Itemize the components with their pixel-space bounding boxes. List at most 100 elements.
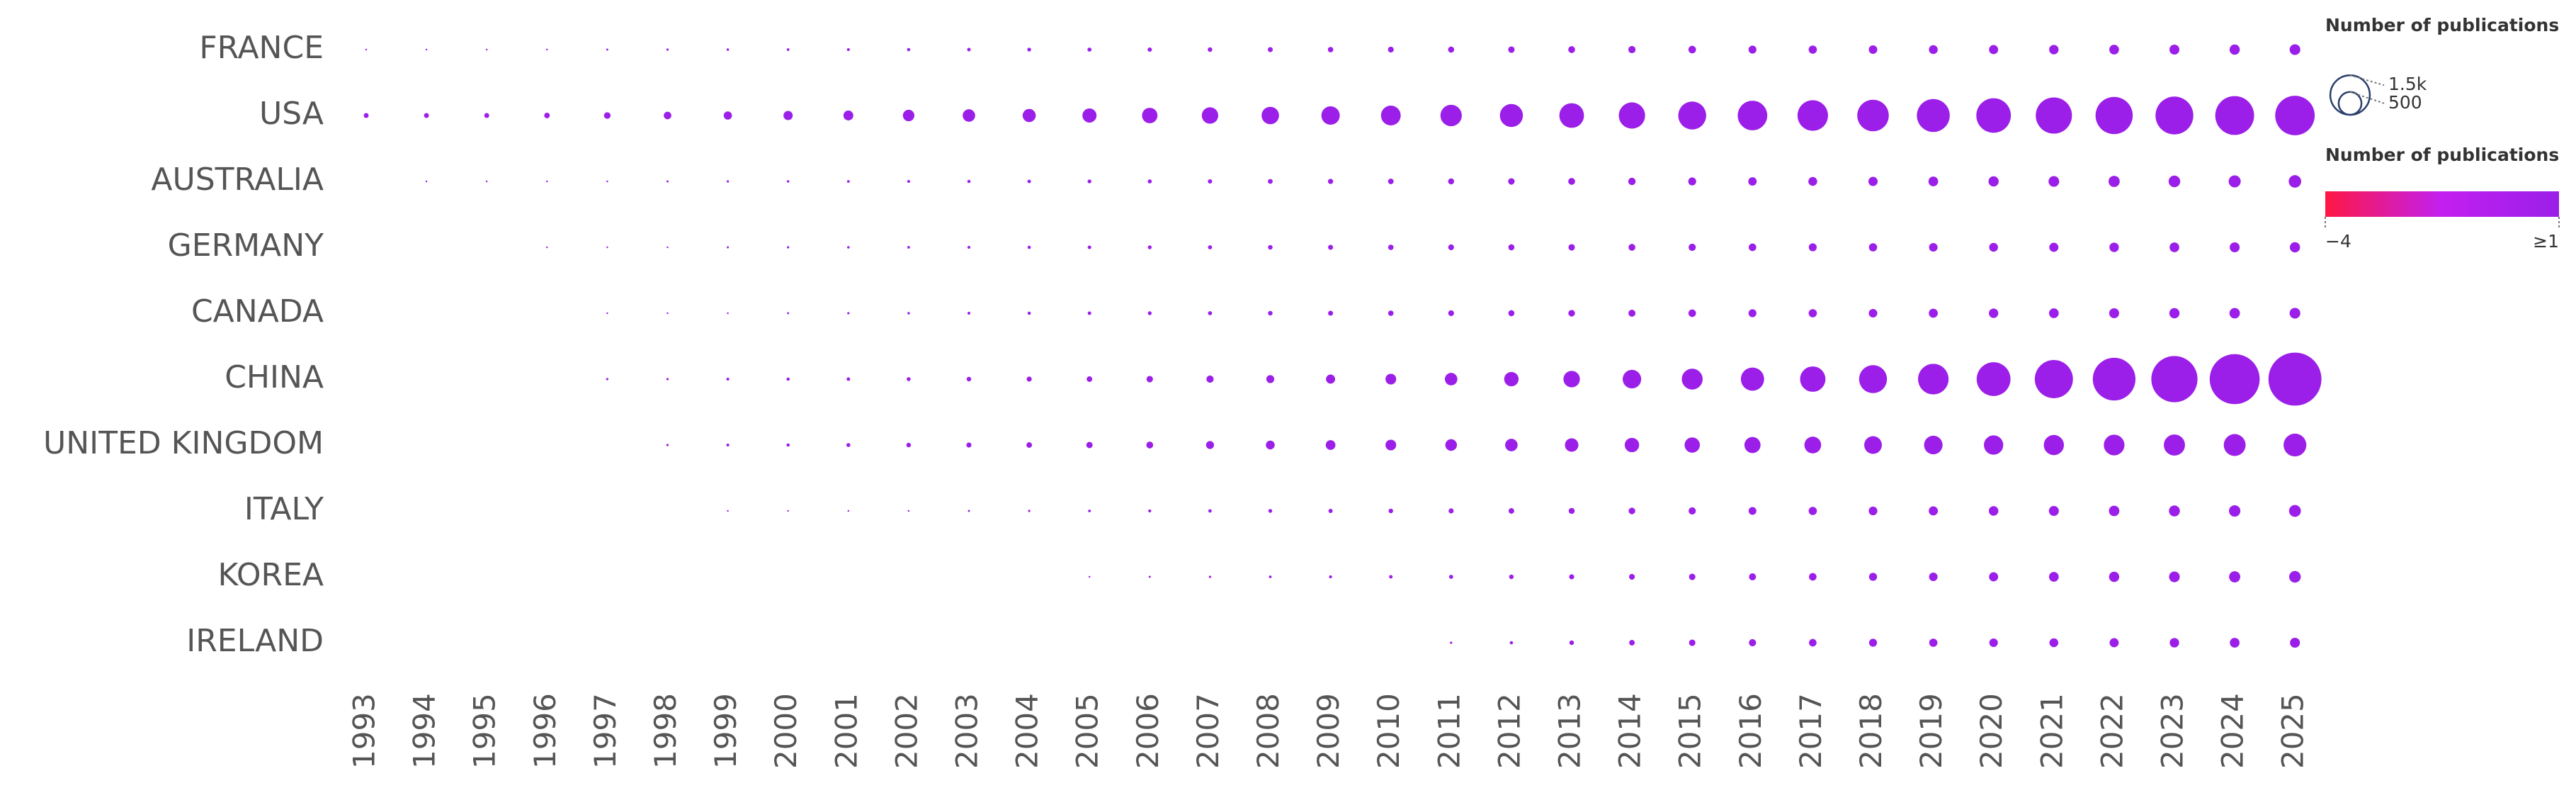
- bubble: [847, 246, 850, 249]
- bubble: [1268, 509, 1273, 513]
- bubble: [1628, 244, 1635, 251]
- y-tick-label: AUSTRALIA: [151, 162, 324, 198]
- bubble: [1976, 362, 2011, 396]
- bubble: [1689, 639, 1696, 646]
- bubble: [1618, 102, 1645, 129]
- bubble: [1448, 310, 1454, 317]
- bubble: [907, 47, 911, 52]
- bubble: [1749, 638, 1757, 647]
- bubble: [606, 378, 609, 381]
- bubble: [1628, 45, 1636, 54]
- x-tick-label: 2004: [1010, 693, 1045, 769]
- bubble: [1328, 310, 1334, 316]
- bubble: [1688, 309, 1696, 317]
- bubble: [726, 443, 730, 447]
- bubble: [1628, 177, 1636, 186]
- bubble: [2095, 96, 2133, 135]
- bubble: [1859, 365, 1888, 393]
- colorbar-title: Number of publications: [2325, 145, 2559, 165]
- bubble: [902, 109, 915, 122]
- bubble: [1684, 437, 1700, 453]
- x-tick-label: 2019: [1914, 693, 1948, 769]
- bubble: [1868, 243, 1878, 252]
- bubble: [1266, 440, 1275, 450]
- bubble: [606, 180, 608, 183]
- bubble: [2275, 96, 2315, 135]
- bubble: [1629, 640, 1635, 646]
- bubble: [2109, 308, 2119, 319]
- bubble: [1505, 439, 1518, 451]
- bubble: [1509, 574, 1514, 580]
- bubble: [1868, 176, 1878, 186]
- bubble: [1206, 375, 1214, 383]
- bubble: [1448, 46, 1455, 53]
- bubble: [1689, 573, 1696, 580]
- bubble: [1565, 438, 1579, 452]
- y-tick-label: CHINA: [225, 359, 324, 395]
- bubble: [1508, 310, 1515, 317]
- bubble: [1147, 311, 1152, 315]
- size-legend-label: 1.5k: [2388, 74, 2427, 94]
- bubble: [843, 111, 853, 120]
- bubble: [2169, 308, 2180, 319]
- bubble: [1087, 245, 1091, 249]
- bubble: [2169, 638, 2179, 648]
- bubble: [786, 48, 790, 51]
- bubble: [2288, 505, 2301, 517]
- bubble: [425, 48, 428, 51]
- bubble: [666, 246, 669, 249]
- bubble: [846, 443, 851, 447]
- bubble: [907, 510, 910, 512]
- bubble: [1749, 573, 1757, 580]
- bubble: [1868, 506, 1878, 516]
- bubble: [1147, 179, 1152, 184]
- x-tick-label: 2005: [1070, 693, 1105, 769]
- bubble: [1027, 245, 1031, 249]
- bubble: [1744, 437, 1761, 454]
- bubble: [2048, 572, 2059, 582]
- size-legend-circle: [2329, 74, 2371, 116]
- bubble: [1808, 243, 1817, 252]
- bubble: [1808, 309, 1817, 317]
- bubble: [1268, 179, 1273, 184]
- bubble: [2048, 308, 2059, 318]
- bubble: [1929, 45, 1938, 55]
- bubble: [606, 246, 608, 249]
- size-legend-title: Number of publications: [2325, 15, 2559, 35]
- bubble: [2229, 308, 2240, 319]
- bubble: [2151, 356, 2198, 403]
- bubble: [1857, 99, 1889, 132]
- x-tick-label: 1997: [588, 693, 623, 769]
- x-tick-label: 2001: [829, 693, 863, 769]
- y-tick-label: USA: [259, 96, 324, 132]
- x-tick-label: 1999: [708, 693, 743, 769]
- size-legend-leader: [2349, 91, 2385, 104]
- bubble: [1261, 106, 1279, 125]
- bubble: [2092, 357, 2136, 401]
- bubble: [727, 510, 729, 512]
- x-tick-label: 2009: [1311, 693, 1346, 769]
- bubble: [2036, 97, 2072, 134]
- bubble: [546, 180, 548, 183]
- bubble: [2229, 505, 2241, 517]
- bubble: [1989, 638, 1998, 648]
- bubble: [544, 113, 550, 118]
- bubble: [1748, 45, 1757, 54]
- bubble: [727, 312, 729, 315]
- bubble: [2043, 434, 2065, 456]
- y-tick-label: GERMANY: [168, 227, 324, 264]
- bubble: [727, 246, 730, 249]
- bubble: [1989, 242, 1998, 252]
- bubble: [1499, 103, 1524, 128]
- y-tick-label: IRELAND: [186, 623, 324, 659]
- colorbar-tick-label: ≥1: [2533, 231, 2559, 252]
- bubble: [666, 180, 669, 183]
- bubble: [966, 442, 972, 448]
- bubble: [1448, 508, 1454, 514]
- bubble: [1146, 441, 1154, 449]
- bubble: [486, 180, 488, 183]
- bubble: [1568, 244, 1575, 251]
- bubble: [2289, 44, 2300, 55]
- bubble: [846, 180, 850, 183]
- bubble: [1797, 100, 1828, 131]
